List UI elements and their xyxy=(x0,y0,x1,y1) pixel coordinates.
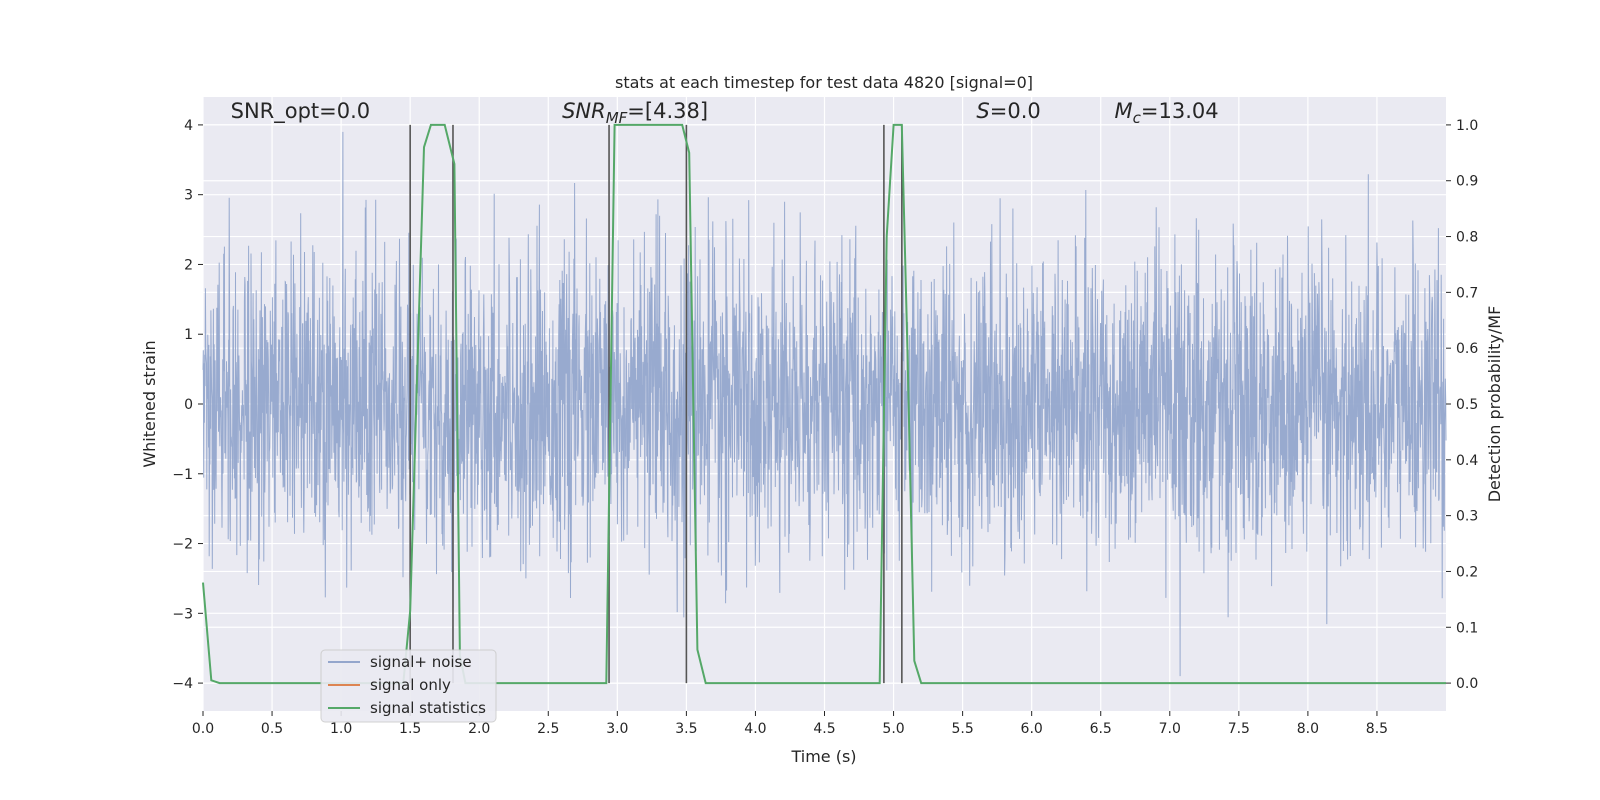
y2-axis-label: Detection probability/MF xyxy=(1485,306,1504,503)
x-tick-label: 8.5 xyxy=(1366,721,1388,737)
x-tick-label: 4.5 xyxy=(813,721,835,737)
annotation: S=0.0 xyxy=(976,99,1040,123)
y2-axis: 0.0 0.1 0.2 0.3 0.4 0.5 0.6 0.7 0.8 0.9 1.0 xyxy=(1446,118,1478,692)
y2-tick-label: 0.4 xyxy=(1456,453,1478,469)
y-axis-label: Whitened strain xyxy=(140,340,159,467)
x-tick-label: 1.0 xyxy=(330,721,352,737)
x-axis-label: Time (s) xyxy=(790,747,856,766)
y2-tick-label: 0.7 xyxy=(1456,285,1478,301)
y2-tick-label: 0.3 xyxy=(1456,509,1478,525)
y-tick-label: −2 xyxy=(172,537,193,553)
x-tick-label: 3.5 xyxy=(675,721,697,737)
x-tick-label: 8.0 xyxy=(1297,721,1319,737)
x-tick-label: 0.5 xyxy=(261,721,283,737)
y-tick-label: −3 xyxy=(172,606,193,622)
legend-label-signal-only: signal only xyxy=(370,676,451,694)
statistics-line xyxy=(202,123,1446,685)
x-tick-label: 2.5 xyxy=(537,721,559,737)
signal-statistics-series xyxy=(202,123,1446,685)
legend: signal+ noise signal only signal statist… xyxy=(320,649,497,723)
y2-tick-label: 1.0 xyxy=(1456,118,1478,134)
legend-box xyxy=(320,649,497,723)
chart-title: stats at each timestep for test data 482… xyxy=(615,73,1033,92)
y2-tick-label: 0.9 xyxy=(1456,174,1478,190)
y2-tick-label: 0.0 xyxy=(1456,676,1478,692)
x-axis: 0.0 0.5 1.0 1.5 2.0 2.5 3.0 3.5 4.0 4.5 5.0 5.5 6.0 6… xyxy=(192,711,1388,737)
y-tick-label: 4 xyxy=(184,118,193,134)
y-axis: −4 −3 −2 −1 0 1 2 3 4 xyxy=(172,118,203,692)
y2-tick-label: 0.6 xyxy=(1456,341,1478,357)
x-tick-label: 7.0 xyxy=(1159,721,1181,737)
x-tick-label: 6.5 xyxy=(1090,721,1112,737)
legend-label-signal-noise: signal+ noise xyxy=(370,653,472,671)
y-tick-label: 3 xyxy=(184,188,193,204)
y2-tick-label: 0.5 xyxy=(1456,397,1478,413)
annotation: SNR_opt=0.0 xyxy=(231,99,371,124)
x-tick-label: 5.5 xyxy=(951,721,973,737)
y-tick-label: 2 xyxy=(184,257,193,273)
x-tick-label: 1.5 xyxy=(399,721,421,737)
x-tick-label: 5.0 xyxy=(882,721,904,737)
y-tick-label: 0 xyxy=(184,397,193,413)
x-tick-label: 3.0 xyxy=(606,721,628,737)
x-tick-label: 2.0 xyxy=(468,721,490,737)
annotation: Mc=13.04 xyxy=(1115,99,1219,127)
annotation: SNRMF=[4.38] xyxy=(562,99,708,127)
y2-tick-label: 0.2 xyxy=(1456,564,1478,580)
x-tick-label: 7.5 xyxy=(1228,721,1250,737)
annotations: SNR_opt=0.0 SNRMF=[4.38] S=0.0 Mc=13.04 xyxy=(231,99,1219,127)
y-tick-label: −4 xyxy=(172,676,193,692)
x-tick-label: 0.0 xyxy=(192,721,214,737)
legend-label-signal-statistics: signal statistics xyxy=(370,699,486,717)
y-tick-label: 1 xyxy=(184,327,193,343)
y-tick-label: −1 xyxy=(172,467,193,483)
x-tick-label: 6.0 xyxy=(1021,721,1043,737)
y2-tick-label: 0.1 xyxy=(1456,620,1478,636)
x-tick-label: 4.0 xyxy=(744,721,766,737)
y2-tick-label: 0.8 xyxy=(1456,230,1478,246)
